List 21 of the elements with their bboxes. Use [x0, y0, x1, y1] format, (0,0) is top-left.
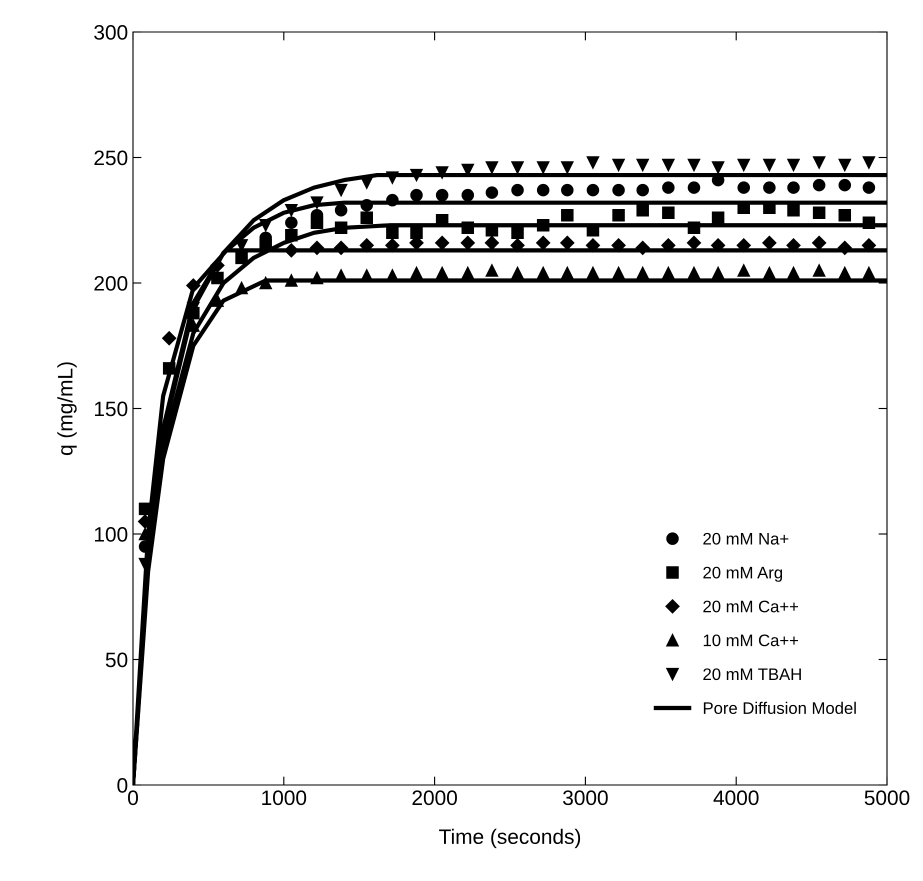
x-tick-label: 4000 [714, 790, 759, 806]
y-tick-label: 250 [94, 150, 128, 166]
legend-label: 20 mM Arg [703, 566, 782, 582]
x-tick-label: 2000 [412, 790, 457, 806]
y-tick-label: 300 [94, 25, 128, 40]
x-tick-label: 1000 [262, 790, 306, 806]
legend-label: 10 mM Ca++ [704, 634, 798, 646]
x-axis-title: Time (seconds) [439, 828, 580, 848]
y-tick-label: 150 [94, 402, 128, 416]
legend-label: 20 mM Ca++ [703, 600, 798, 612]
legend-label: Pore Diffusion Model [704, 702, 856, 714]
legend-label: 20 mM Na+ [703, 532, 788, 545]
legend-label: 20 mM TBAH [703, 668, 801, 680]
x-tick-label: 5000 [864, 790, 910, 806]
y-tick-label: 0 [117, 778, 128, 793]
x-tick-label: 3000 [563, 790, 608, 806]
y-tick-label: 200 [94, 276, 128, 291]
x-tick-label: 0 [128, 790, 138, 806]
y-tick-label: 50 [106, 652, 128, 668]
y-axis-title: q (mg/mL) [57, 362, 77, 456]
y-tick-label: 100 [94, 527, 128, 542]
